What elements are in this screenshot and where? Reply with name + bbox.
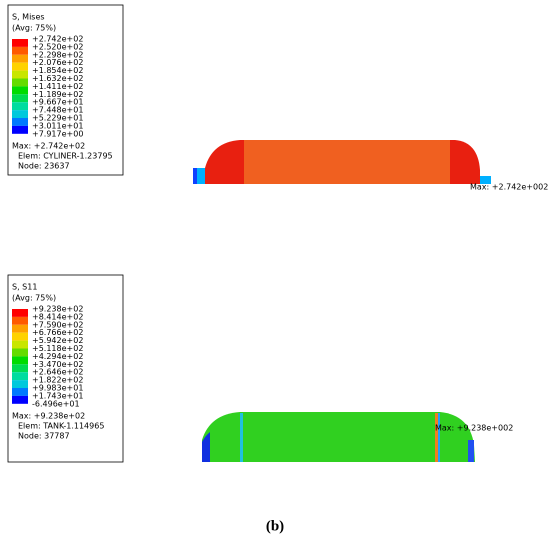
- stripe: [240, 413, 243, 462]
- legend-level: +2.520e+02: [32, 42, 83, 51]
- legend-max: Max: +2.742e+02: [12, 141, 85, 150]
- legend-elem: Elem: CYLINER-1.23795: [18, 151, 113, 160]
- color-band: [12, 332, 28, 341]
- nub-edge: [193, 168, 197, 184]
- legend-level: +9.667e+01: [32, 98, 83, 107]
- color-band: [12, 86, 28, 95]
- legend-level: +1.854e+02: [32, 66, 83, 75]
- color-band: [12, 356, 28, 365]
- color-band: [12, 324, 28, 333]
- color-band: [12, 62, 28, 71]
- legend-level: +2.742e+02: [32, 35, 83, 44]
- legend-level: +3.011e+01: [32, 121, 83, 130]
- legend-level: +1.411e+02: [32, 82, 83, 91]
- color-band: [12, 46, 28, 55]
- legend-title: S, Mises: [12, 13, 45, 22]
- legend-level: +1.743e+01: [32, 391, 83, 400]
- legend-level: +6.766e+02: [32, 328, 83, 337]
- legend-level: +7.590e+02: [32, 320, 83, 329]
- legend-level: +2.076e+02: [32, 58, 83, 67]
- legend-level: +1.189e+02: [32, 90, 83, 99]
- legend-elem: Elem: TANK-1.114965: [18, 421, 104, 430]
- legend-level: +4.294e+02: [32, 352, 83, 361]
- legend-node: Node: 37787: [18, 431, 70, 440]
- legend-level: +3.470e+02: [32, 360, 83, 369]
- legend-node: Node: 23637: [18, 161, 70, 170]
- color-band: [12, 316, 28, 325]
- legend-subtitle: (Avg: 75%): [12, 294, 56, 303]
- caption: (b): [266, 518, 284, 534]
- color-band: [12, 395, 28, 404]
- legend-level: +1.822e+02: [32, 376, 83, 385]
- left-edge: [202, 432, 210, 462]
- color-band: [12, 380, 28, 388]
- color-band: [12, 94, 28, 103]
- stripe: [435, 413, 438, 462]
- color-band: [12, 54, 28, 63]
- legend-title: S, S11: [12, 283, 37, 292]
- legend-level: +9.983e+01: [32, 384, 83, 393]
- right-nub: [478, 176, 491, 184]
- stripe: [438, 413, 440, 462]
- color-band: [12, 364, 28, 373]
- legend-subtitle: (Avg: 75%): [12, 24, 56, 33]
- max-annotation: Max: +9.238e+002: [435, 424, 513, 433]
- legend-level: +5.118e+02: [32, 344, 83, 353]
- legend-level: +5.229e+01: [32, 114, 83, 123]
- legend-level: +7.917e+00: [32, 129, 83, 138]
- color-band: [12, 125, 28, 134]
- color-band: [12, 110, 28, 118]
- legend-level: +9.238e+02: [32, 305, 83, 314]
- legend-level: +1.632e+02: [32, 74, 83, 83]
- right-edge: [468, 440, 474, 462]
- tank-body: [202, 412, 475, 462]
- color-band: [12, 388, 28, 396]
- color-band: [12, 348, 28, 357]
- cylinder-model: [193, 140, 491, 184]
- color-band: [12, 340, 28, 349]
- legend-max: Max: +9.238e+02: [12, 411, 85, 420]
- color-band: [12, 39, 28, 47]
- color-band: [12, 78, 28, 87]
- color-band: [12, 372, 28, 381]
- color-band: [12, 118, 28, 126]
- legend-level: -6.496e+01: [32, 399, 80, 408]
- legend-level: +7.448e+01: [32, 106, 83, 115]
- tank-body: [244, 140, 450, 184]
- color-band: [12, 309, 28, 317]
- legend-level: +2.646e+02: [32, 368, 83, 377]
- max-annotation: Max: +2.742e+002: [470, 183, 548, 192]
- legend-level: +5.942e+02: [32, 336, 83, 345]
- legend-level: +8.414e+02: [32, 312, 83, 321]
- color-band: [12, 102, 28, 111]
- tank-model: [202, 412, 475, 462]
- legend-level: +2.298e+02: [32, 50, 83, 59]
- color-band: [12, 70, 28, 79]
